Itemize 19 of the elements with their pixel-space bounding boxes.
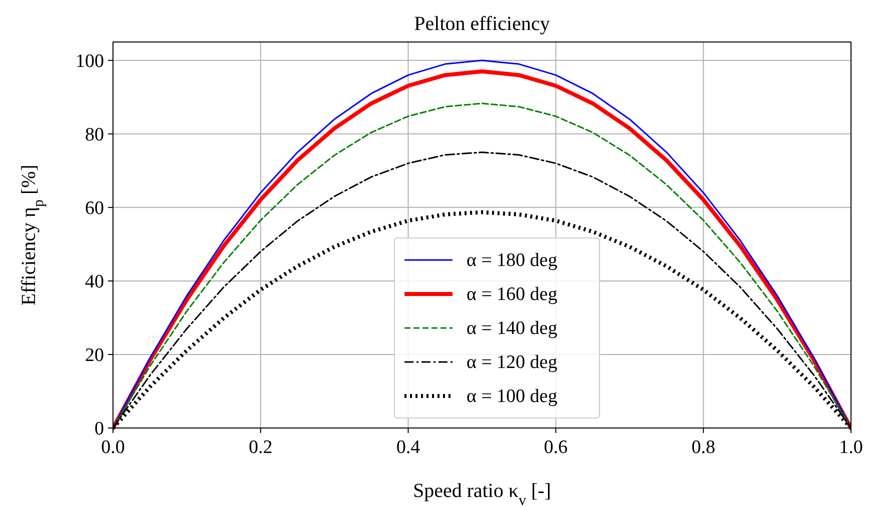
- x-tick-label: 1.0: [839, 437, 863, 458]
- legend-label: α = 140 deg: [466, 318, 558, 339]
- x-tick-label: 0.6: [544, 437, 568, 458]
- y-tick-label: 80: [85, 124, 104, 146]
- y-tick-label: 100: [76, 50, 104, 72]
- y-tick-label: 0: [94, 418, 104, 440]
- y-tick-label: 40: [85, 271, 104, 292]
- x-tick-label: 0.4: [396, 437, 421, 458]
- legend-label: α = 120 deg: [466, 352, 558, 373]
- legend-label: α = 100 deg: [466, 386, 558, 407]
- x-tick-label: 0.8: [692, 437, 716, 458]
- y-tick-label: 60: [85, 198, 104, 219]
- x-tick-label: 0.0: [101, 437, 125, 458]
- legend-label: α = 160 deg: [466, 284, 558, 305]
- y-tick-label: 20: [85, 344, 104, 366]
- chart-title: Pelton efficiency: [414, 13, 550, 35]
- legend-label: α = 180 deg: [466, 250, 558, 271]
- x-tick-label: 0.2: [248, 437, 272, 458]
- x-axis-title: Speed ratio κ$_{v}$ [-]: [412, 480, 552, 507]
